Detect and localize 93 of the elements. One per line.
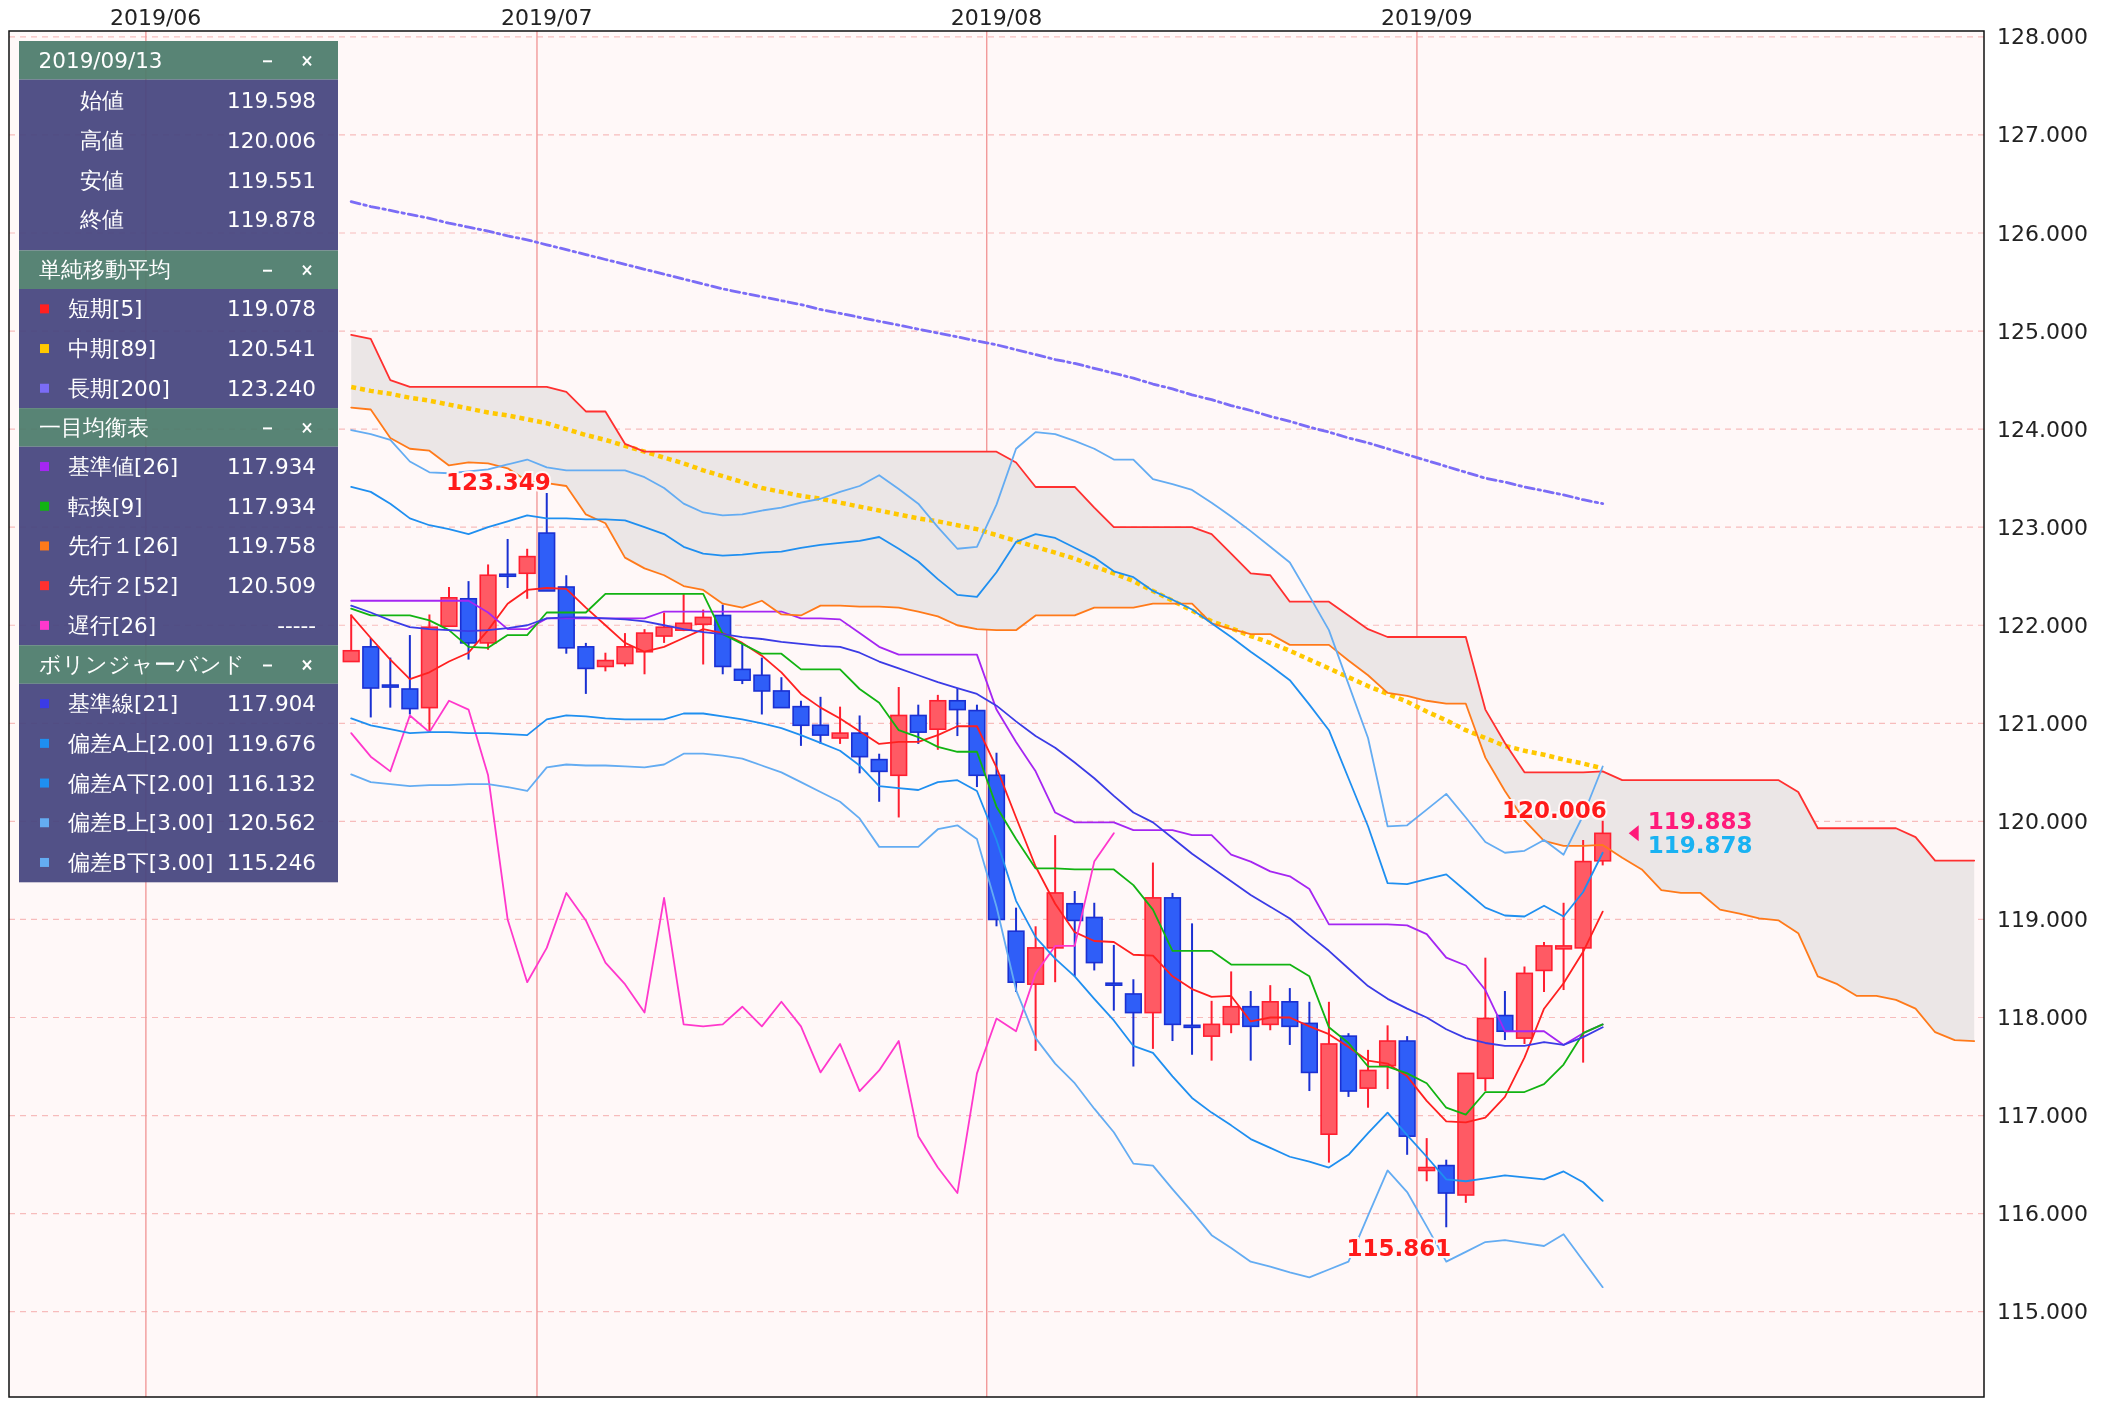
legend-label: 中期[89]: [68, 336, 157, 362]
y-tick-label: 128.000: [1997, 24, 2088, 50]
legend-label: 長期[200]: [68, 375, 170, 401]
candlestick: [1261, 984, 1279, 1032]
y-tick-label: 126.000: [1997, 220, 2088, 246]
legend-label: 基準値[26]: [68, 454, 179, 480]
candlestick: [1105, 943, 1123, 1012]
candlestick: [753, 656, 771, 716]
y-tick-label: 124.000: [1997, 416, 2088, 442]
legend-label: 先行２[52]: [68, 573, 179, 599]
y-tick-label: 121.000: [1997, 710, 2088, 736]
y-tick-label: 115.000: [1997, 1299, 2088, 1325]
annotation: 117.904: [227, 691, 316, 717]
line-series: [350, 334, 1976, 862]
annotation: 始値: [79, 88, 124, 114]
x-tick-label: 2019/09: [1380, 4, 1473, 30]
candlestick: [948, 687, 967, 738]
candlestick: [655, 611, 673, 644]
annotation: 119.598: [227, 88, 316, 114]
candlestick: [909, 703, 927, 745]
annotation: 120.509: [227, 573, 316, 599]
annotation: 119.078: [227, 296, 316, 322]
line-series: [349, 200, 1605, 506]
annotation: 115.246: [227, 849, 316, 875]
candlestick: [851, 714, 869, 775]
annotation: 119.551: [227, 167, 316, 193]
candlestick: [1124, 978, 1142, 1068]
annotation: 116.132: [227, 770, 316, 796]
annotation: 119.758: [227, 533, 316, 559]
legend-label: 偏差A下[2.00]: [68, 770, 214, 796]
candlestick: [1202, 999, 1221, 1062]
annotation: 119.878: [227, 207, 316, 233]
line-series: [350, 752, 1604, 1289]
line-series: [350, 699, 1115, 1194]
x-tick-label: 2019/08: [950, 4, 1043, 30]
annotation: -----: [277, 612, 316, 638]
candlestick: [635, 628, 654, 676]
annotation: 119.878: [1647, 832, 1753, 859]
candlestick: [694, 608, 712, 666]
candlestick: [401, 634, 419, 716]
y-tick-label: 118.000: [1997, 1005, 2088, 1030]
candlestick: [342, 613, 360, 663]
y-tick-label: 116.000: [1997, 1201, 2088, 1227]
legend-label: 偏差A上[2.00]: [68, 730, 214, 756]
y-tick-label: 125.000: [1997, 318, 2088, 344]
candlestick: [577, 641, 595, 695]
candlestick: [1359, 1048, 1377, 1109]
legend-label: 短期[5]: [68, 296, 143, 322]
annotation: 120.541: [227, 336, 316, 362]
x-tick-label: 2019/07: [501, 4, 593, 30]
candlestick: [831, 705, 849, 745]
candlestick: [1183, 922, 1201, 1056]
candlestick: [518, 547, 536, 600]
candlestick: [499, 537, 517, 589]
annotation: 119.883: [1647, 808, 1753, 835]
annotation: ボリンジャーバンド: [38, 652, 245, 677]
annotation: 117.934: [227, 454, 316, 480]
y-tick-label: 122.000: [1997, 612, 2088, 638]
legend-label: 偏差B上[3.00]: [68, 810, 214, 836]
annotation: 120.562: [227, 810, 316, 836]
y-tick-label: 119.000: [1997, 906, 2088, 932]
candlestick: [772, 676, 791, 709]
y-tick-label: 117.000: [1997, 1103, 2088, 1129]
legend-label: 先行１[26]: [68, 533, 179, 559]
y-tick-label: 120.000: [1997, 808, 2088, 834]
x-tick-label: 2019/06: [109, 4, 202, 30]
annotation: 終値: [78, 207, 124, 233]
annotation: 123.240: [227, 375, 316, 401]
candlestick: [792, 699, 810, 747]
candlestick: [1222, 970, 1240, 1035]
text: 123.349: [445, 468, 551, 495]
y-tick-label: 123.000: [1997, 514, 2088, 540]
annotation: 一目均衡表: [38, 414, 149, 440]
legend-label: 基準線[21]: [68, 691, 179, 717]
candlestick: [596, 651, 615, 673]
annotation: 117.934: [227, 493, 316, 519]
legend-label: 遅行[26]: [68, 612, 157, 638]
legend-label: 偏差B下[3.00]: [68, 849, 214, 875]
annotation: 高値: [79, 127, 124, 153]
annotation: 安値: [79, 167, 124, 193]
annotation: 119.676: [227, 730, 316, 756]
candlestick: [811, 695, 830, 745]
legend-label: 転換[9]: [68, 493, 143, 519]
text: 120.006: [227, 127, 316, 153]
line-series: [350, 712, 1604, 1202]
candlestick: [870, 752, 888, 803]
annotation: 単純移動平均: [38, 257, 171, 283]
candlestick: [616, 632, 634, 668]
annotation: 2019/09/13: [38, 47, 163, 73]
y-tick-label: 127.000: [1997, 122, 2088, 148]
candlestick: [1066, 890, 1084, 978]
candlestick: [1554, 901, 1573, 992]
line-series: [350, 429, 1604, 856]
